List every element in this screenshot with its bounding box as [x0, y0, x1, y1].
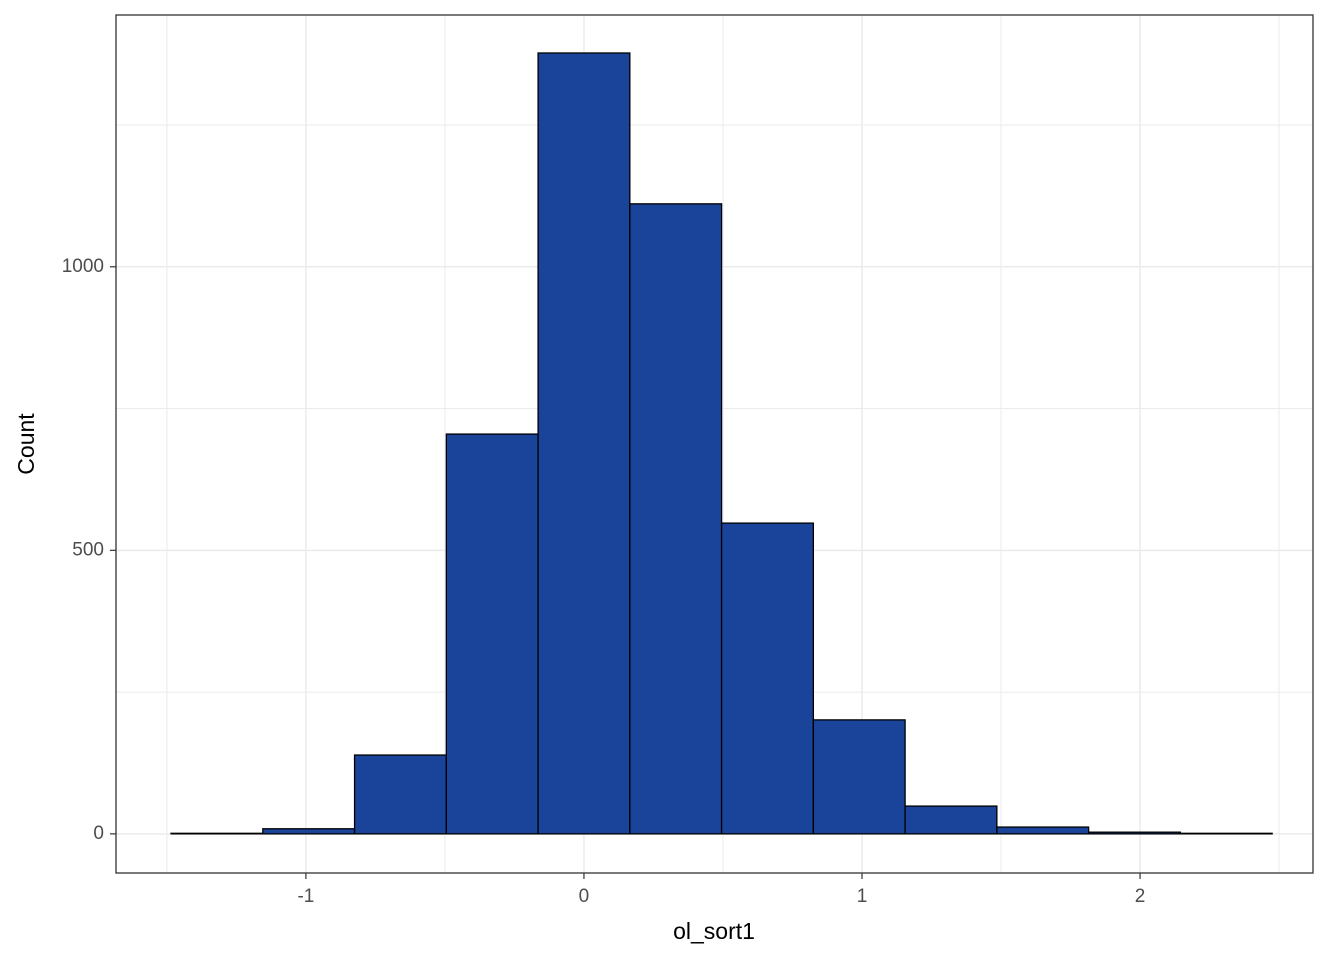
bar: [445, 433, 539, 835]
x-tick-label: -1: [297, 886, 314, 907]
bar: [353, 754, 447, 835]
bar: [812, 719, 906, 835]
bar: [1087, 831, 1182, 835]
bar: [537, 52, 631, 835]
y-tick-label: 500: [72, 539, 104, 560]
bar: [904, 805, 998, 835]
y-axis-title: Count: [13, 413, 39, 475]
bar: [170, 832, 264, 835]
x-tick-label: 0: [579, 886, 590, 907]
panel-border: [115, 14, 1314, 874]
bar: [262, 828, 356, 835]
x-axis-title: ol_sort1: [673, 918, 755, 944]
x-tick-label: 1: [857, 886, 868, 907]
bar: [629, 203, 723, 835]
x-tick-label: 2: [1135, 886, 1146, 907]
bar: [1179, 832, 1273, 835]
y-tick-label: 1000: [62, 256, 104, 277]
y-tick-label: 0: [93, 823, 104, 844]
bar: [996, 826, 1090, 835]
bar: [720, 522, 814, 835]
